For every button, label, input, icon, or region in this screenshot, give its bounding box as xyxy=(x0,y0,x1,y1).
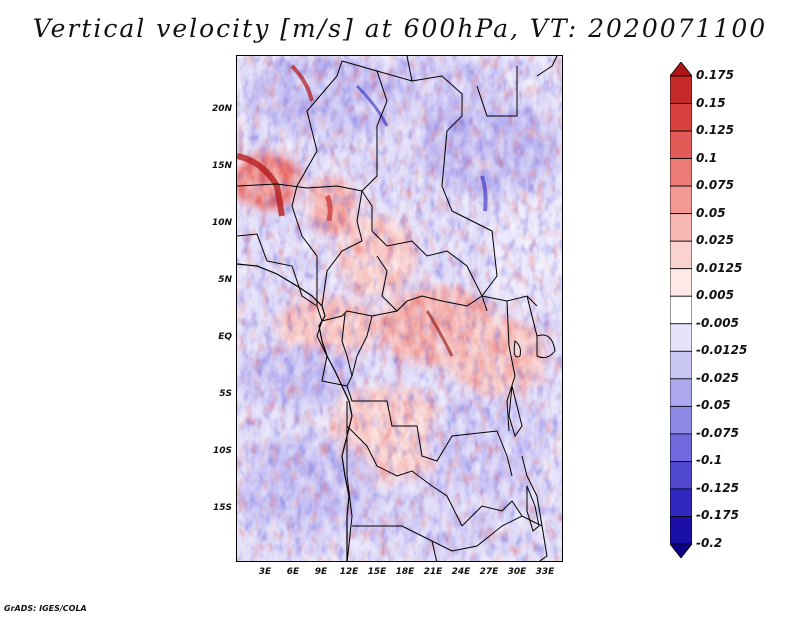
colorbar-segment xyxy=(670,295,692,325)
country-borders xyxy=(237,56,558,561)
colorbar-segment xyxy=(670,350,692,380)
colorbar-segment xyxy=(670,213,692,242)
colorbar-label: 0.005 xyxy=(696,288,734,303)
colorbar-label: -0.125 xyxy=(696,480,739,495)
colorbar-segment xyxy=(670,268,692,297)
colorbar-bottom-arrow xyxy=(670,543,692,558)
colorbar-segment xyxy=(670,461,692,490)
colorbar-label: -0.2 xyxy=(696,536,723,550)
lon-label-30e: 30E xyxy=(507,567,527,577)
lon-label-21e: 21E xyxy=(423,567,443,577)
colorbar-label: 0.0125 xyxy=(696,260,743,275)
colorbar-label: -0.025 xyxy=(696,370,739,385)
lon-label-15e: 15E xyxy=(367,567,387,577)
colorbar-label: -0.175 xyxy=(696,508,739,523)
colorbar xyxy=(670,62,692,558)
lon-label-6e: 6E xyxy=(286,567,300,577)
colorbar-label: 0.175 xyxy=(696,68,734,82)
lat-label-15n: 15N xyxy=(211,161,232,171)
lat-label-10s: 10S xyxy=(212,446,232,456)
colorbar-label: -0.1 xyxy=(696,453,723,468)
colorbar-label: -0.005 xyxy=(696,315,739,330)
colorbar-label: 0.1 xyxy=(696,150,718,165)
lat-label-15s: 15S xyxy=(212,503,232,513)
footer-credit: GrADS: IGES/COLA xyxy=(4,604,87,613)
colorbar-label: -0.0125 xyxy=(696,343,748,358)
map-panel xyxy=(236,55,563,562)
colorbar-top-arrow xyxy=(670,62,692,77)
colorbar-segment xyxy=(670,185,692,215)
colorbar-segment xyxy=(670,240,692,270)
colorbar-segment xyxy=(670,433,692,462)
colorbar-segment xyxy=(670,75,692,104)
velocity-field xyxy=(237,56,562,561)
lon-label-33e: 33E xyxy=(535,567,555,577)
colorbar-label: 0.05 xyxy=(696,205,726,220)
lat-label-10n: 10N xyxy=(211,218,232,228)
colorbar-label: -0.05 xyxy=(696,398,731,413)
colorbar-label: 0.075 xyxy=(696,178,734,193)
lat-label-eq: EQ xyxy=(218,332,232,342)
lon-label-3e: 3E xyxy=(258,567,272,577)
colorbar-segment xyxy=(670,378,692,407)
lat-label-20n: 20N xyxy=(211,104,232,114)
colorbar-segment xyxy=(670,488,692,517)
colorbar-label: -0.075 xyxy=(696,425,739,440)
colorbar-segment xyxy=(670,130,692,159)
lon-label-12e: 12E xyxy=(339,567,359,577)
colorbar-segment xyxy=(670,158,692,187)
coastline xyxy=(237,263,353,561)
lon-label-27e: 27E xyxy=(479,567,499,577)
colorbar-segment xyxy=(670,405,692,435)
colorbar-segment xyxy=(670,516,692,545)
lon-label-9e: 9E xyxy=(314,567,328,577)
strong-features xyxy=(237,64,488,357)
lat-label-5n: 5N xyxy=(218,275,232,285)
colorbar-segment xyxy=(670,103,692,132)
colorbar-label: 0.15 xyxy=(696,95,726,110)
lat-label-5s: 5S xyxy=(219,389,232,399)
colorbar-segment xyxy=(670,323,692,352)
great-lakes xyxy=(508,334,556,532)
map-title: Vertical velocity [m/s] at 600hPa, VT: 2… xyxy=(32,14,768,43)
lon-label-18e: 18E xyxy=(395,567,415,577)
colorbar-label: 0.025 xyxy=(696,233,734,248)
colorbar-label: 0.125 xyxy=(696,123,734,138)
lon-label-24e: 24E xyxy=(451,567,471,577)
